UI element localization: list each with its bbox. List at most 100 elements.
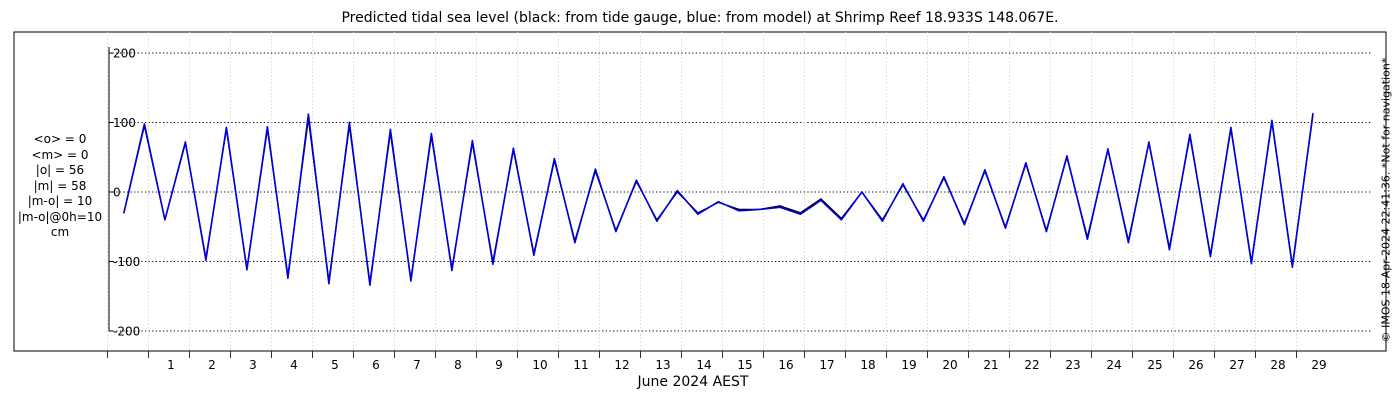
data-point-model (881, 220, 884, 222)
stat-abs-diff-0h: |m-o|@0h=10 (17, 209, 103, 224)
data-point-model (123, 212, 125, 214)
data-point-model (1230, 126, 1232, 129)
data-point-model (840, 219, 843, 221)
data-point-model (779, 206, 781, 208)
data-point-model (1271, 119, 1273, 122)
data-point-model (861, 191, 863, 193)
data-point-model (307, 113, 310, 115)
data-point-model (471, 139, 474, 142)
data-point-model (164, 219, 166, 221)
x-tick-label: 22 (1024, 358, 1039, 372)
x-tick-label: 16 (778, 358, 793, 372)
data-point-model (348, 121, 351, 124)
x-tick-label: 8 (454, 358, 462, 372)
data-point-model (553, 157, 556, 160)
x-tick-label: 4 (290, 358, 298, 372)
data-point-model (1066, 155, 1068, 157)
data-point-model (430, 132, 433, 135)
x-tick-label: 1 (167, 358, 175, 372)
x-tick-label: 21 (983, 358, 998, 372)
data-point-model (287, 277, 289, 279)
grid (107, 32, 1371, 351)
data-point-model (676, 189, 679, 192)
data-point-model (922, 220, 925, 222)
data-point-model (1189, 133, 1191, 135)
data-point-model (738, 210, 740, 212)
data-point-model (266, 126, 269, 128)
x-tick-label: 23 (1065, 358, 1080, 372)
data-point-model (615, 230, 617, 233)
x-tick-label: 18 (860, 358, 875, 372)
data-point-model (143, 123, 146, 125)
data-point-model (697, 213, 699, 215)
x-tick-label: 24 (1106, 358, 1121, 372)
data-point-model (635, 179, 638, 181)
y-tick-label: -100 (113, 255, 140, 269)
y-tick-label: 0 (113, 186, 121, 200)
y-axis: 200 100 0 -100 -200 (109, 47, 140, 339)
data-point-model (451, 269, 453, 272)
stat-abs-observed: |o| = 56 (35, 163, 85, 177)
data-point-model (1312, 112, 1314, 115)
data-point-tide-gauge (738, 208, 740, 211)
data-point-model (225, 126, 228, 129)
x-tick-label: 27 (1229, 358, 1244, 372)
data-point-model (410, 280, 412, 282)
data-point-model (246, 269, 248, 271)
x-tick-label: 12 (614, 358, 629, 372)
data-point-model (1148, 141, 1150, 143)
data-point-tide-gauge (820, 198, 822, 200)
y-tick-label: 100 (113, 116, 136, 130)
data-point-model (820, 199, 822, 201)
data-point-model (1250, 262, 1253, 265)
chart-title: Predicted tidal sea level (black: from t… (341, 10, 1059, 26)
x-tick-label: 25 (1147, 358, 1162, 372)
stat-abs-model: |m| = 58 (33, 178, 87, 193)
stat-unit: cm (50, 225, 70, 239)
x-tick-label: 6 (372, 358, 380, 372)
data-point-model (799, 213, 802, 215)
data-point-model (963, 224, 966, 226)
data-point-model (1086, 238, 1089, 240)
x-tick-label: 3 (249, 358, 257, 372)
x-tick-label: 10 (532, 358, 547, 372)
data-point-model (717, 201, 720, 203)
data-point-model (533, 254, 535, 256)
x-tick-label: 20 (942, 358, 957, 372)
data-point-model (389, 128, 392, 131)
data-point-model (758, 208, 761, 211)
x-tick-label: 26 (1188, 358, 1203, 372)
x-tick-label: 29 (1311, 358, 1326, 372)
data-point-model (1045, 230, 1048, 233)
data-point-model (1107, 148, 1109, 150)
x-tick-label: 14 (696, 358, 711, 372)
data-point-model (1004, 227, 1007, 229)
y-tick-label: 200 (113, 47, 136, 61)
data-point-tide-gauge (779, 205, 781, 207)
data-point-model (184, 141, 187, 143)
data-point-model (328, 283, 330, 285)
x-tick-label: 7 (413, 358, 421, 372)
data-point-model (656, 220, 658, 222)
data-point-model (1127, 242, 1130, 244)
data-point-model (984, 169, 986, 171)
data-point-model (1025, 162, 1027, 164)
y-tick-label: -200 (113, 325, 140, 339)
x-tick-label: 15 (737, 358, 752, 372)
x-tick-label: 28 (1270, 358, 1285, 372)
x-tick-label: 13 (655, 358, 670, 372)
data-point-model (1209, 255, 1212, 258)
data-point-model (902, 183, 904, 185)
x-tick-label: 9 (495, 358, 503, 372)
data-point-model (943, 176, 945, 178)
stat-abs-diff: |m-o| = 10 (27, 194, 93, 208)
data-point-model (369, 284, 371, 286)
x-tick-label: 19 (901, 358, 916, 372)
credit-text: © IMOS 18-Apr-2024 22:41:36. *Not for na… (1379, 57, 1393, 343)
plot-area (13, 31, 1387, 352)
data-point-model (1291, 266, 1294, 268)
series-lines (123, 112, 1314, 286)
data-point-model (512, 147, 515, 149)
data-point-model (1168, 249, 1171, 251)
